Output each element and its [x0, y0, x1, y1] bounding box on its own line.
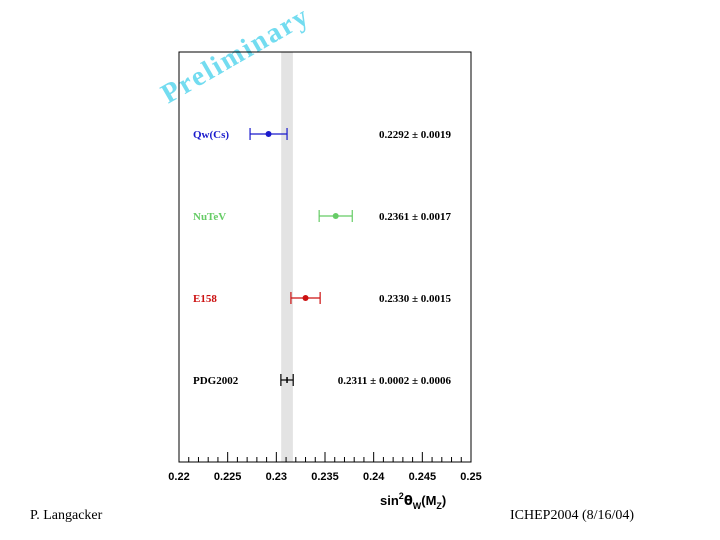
data-point [265, 131, 272, 137]
measurement-value: 0.2361 ± 0.0017 [379, 211, 452, 223]
plot-frame [178, 51, 472, 463]
x-axis-title: sin2θW(MZ) [380, 491, 446, 511]
measurement-value: 0.2311 ± 0.0002 ± 0.0006 [338, 375, 452, 387]
data-point [302, 295, 309, 301]
x-tick-label: 0.225 [214, 471, 242, 483]
measurement-value: 0.2330 ± 0.0015 [379, 293, 452, 305]
footer-conference: ICHEP2004 (8/16/04) [510, 508, 635, 523]
measurement-row: Qw(Cs) 0.2292 ± 0.0019 [193, 128, 451, 141]
measurement-name: PDG2002 [193, 375, 239, 387]
x-tick-label: 0.23 [266, 471, 287, 483]
measurement-name: NuTeV [193, 211, 226, 223]
measurement-row: NuTeV 0.2361 ± 0.0017 [193, 210, 451, 223]
x-tick-label: 0.24 [363, 471, 385, 483]
footer-author: P. Langacker [30, 508, 103, 523]
data-point [332, 213, 339, 219]
x-axis: 0.22 0.225 0.23 0.235 0.24 0.245 0.25 [168, 452, 482, 483]
x-tick-label: 0.25 [460, 471, 481, 483]
measurement-value: 0.2292 ± 0.0019 [379, 129, 452, 141]
measurement-name: Qw(Cs) [193, 129, 229, 141]
standard-model-band [281, 52, 293, 462]
measurement-name: E158 [193, 293, 217, 305]
x-tick-label: 0.22 [168, 471, 189, 483]
x-tick-label: 0.245 [409, 471, 437, 483]
x-tick-label: 0.235 [311, 471, 339, 483]
measurements: Qw(Cs) 0.2292 ± 0.0019 NuTeV 0.2361 ± 0.001… [193, 128, 451, 387]
measurement-row: E158 0.2330 ± 0.0015 [193, 292, 451, 305]
measurement-row: PDG2002 0.2311 ± 0.0002 ± 0.0006 [193, 374, 451, 387]
